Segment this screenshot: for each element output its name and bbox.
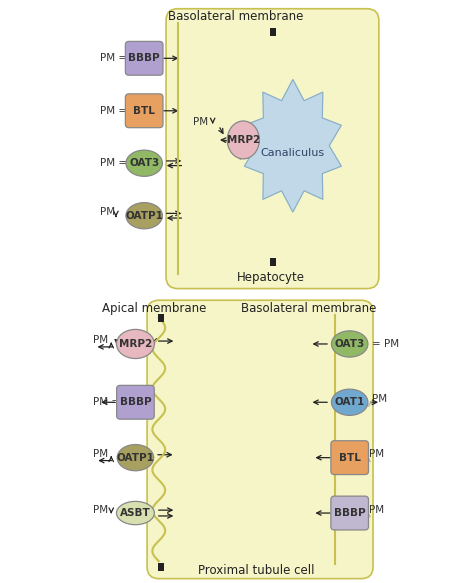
Text: = PM: = PM bbox=[372, 339, 399, 349]
Text: Basolateral membrane: Basolateral membrane bbox=[241, 302, 377, 315]
Text: Apical membrane: Apical membrane bbox=[102, 302, 207, 315]
Text: PM: PM bbox=[101, 207, 116, 217]
Text: PM: PM bbox=[372, 394, 388, 404]
Text: PM =: PM = bbox=[101, 158, 127, 168]
Polygon shape bbox=[244, 79, 341, 212]
Text: PM: PM bbox=[93, 504, 108, 515]
Text: OATP1: OATP1 bbox=[125, 210, 163, 221]
Bar bbox=[158, 314, 164, 322]
FancyBboxPatch shape bbox=[117, 385, 154, 419]
Text: PM: PM bbox=[93, 449, 108, 459]
Text: MRP2: MRP2 bbox=[119, 339, 152, 349]
FancyBboxPatch shape bbox=[331, 441, 369, 475]
Ellipse shape bbox=[117, 501, 154, 525]
Text: PM =: PM = bbox=[93, 397, 120, 408]
Bar bbox=[158, 563, 164, 571]
Text: OATP1: OATP1 bbox=[117, 452, 154, 463]
Text: OAT1: OAT1 bbox=[335, 397, 365, 408]
Text: PM =: PM = bbox=[101, 53, 127, 64]
Ellipse shape bbox=[331, 389, 368, 415]
Text: BBBP: BBBP bbox=[128, 53, 160, 64]
Text: PM: PM bbox=[193, 117, 208, 128]
Text: BTL: BTL bbox=[339, 452, 361, 463]
Bar bbox=[270, 28, 276, 36]
FancyBboxPatch shape bbox=[147, 300, 373, 578]
Ellipse shape bbox=[117, 329, 154, 359]
Text: PM: PM bbox=[93, 335, 108, 346]
Text: BBBP: BBBP bbox=[119, 397, 151, 408]
Text: PM =: PM = bbox=[101, 106, 127, 116]
Ellipse shape bbox=[117, 444, 154, 471]
FancyBboxPatch shape bbox=[126, 41, 163, 75]
Bar bbox=[270, 258, 276, 266]
Text: PM: PM bbox=[370, 449, 385, 459]
Text: Canaliculus: Canaliculus bbox=[261, 148, 325, 158]
Ellipse shape bbox=[126, 202, 162, 229]
Text: PM: PM bbox=[370, 504, 385, 515]
Text: OAT3: OAT3 bbox=[129, 158, 160, 168]
Text: BBBP: BBBP bbox=[334, 508, 365, 518]
FancyBboxPatch shape bbox=[166, 9, 379, 289]
Ellipse shape bbox=[126, 150, 162, 177]
Text: OAT3: OAT3 bbox=[335, 339, 365, 349]
Text: ASBT: ASBT bbox=[120, 508, 151, 518]
Ellipse shape bbox=[227, 121, 259, 159]
FancyBboxPatch shape bbox=[331, 496, 369, 530]
Text: Basolateral membrane: Basolateral membrane bbox=[169, 10, 303, 23]
Text: Hepatocyte: Hepatocyte bbox=[237, 271, 305, 284]
Text: BTL: BTL bbox=[133, 106, 155, 116]
Text: Proximal tubule cell: Proximal tubule cell bbox=[198, 564, 315, 577]
FancyBboxPatch shape bbox=[126, 94, 163, 128]
Text: MRP2: MRP2 bbox=[227, 135, 260, 145]
Ellipse shape bbox=[331, 331, 368, 357]
